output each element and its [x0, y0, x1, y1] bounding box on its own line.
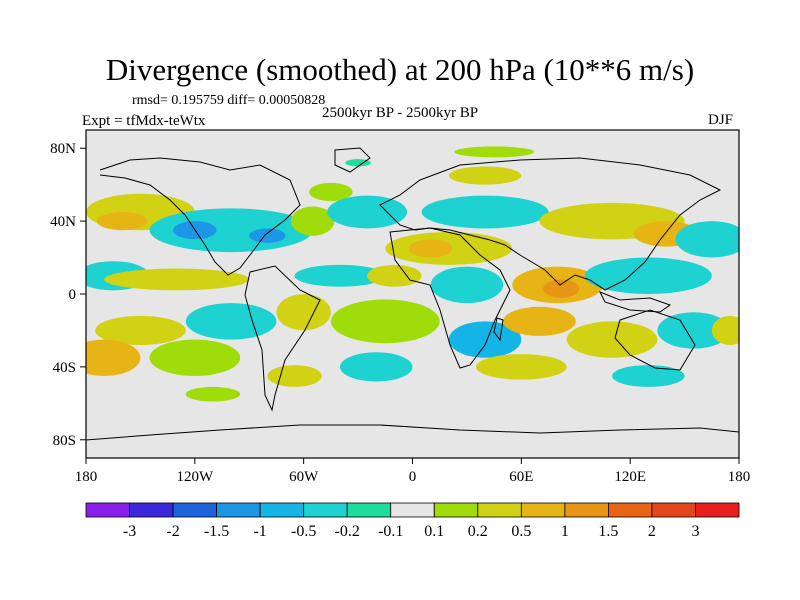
coastline-europe-asia — [379, 157, 722, 291]
period-text: 2500kyr BP - 2500kyr BP — [322, 105, 479, 121]
coastlines — [86, 147, 739, 441]
x-tick-label-3: 0 — [409, 469, 417, 485]
contour-region-11 — [421, 195, 549, 229]
contour-region-21 — [430, 266, 504, 304]
x-tick-label-5: 120E — [614, 469, 646, 485]
x-tick-label-1: 120W — [176, 469, 214, 485]
contour-region-16 — [675, 221, 739, 258]
colorbar: -3 -2 -1.5 -1 -0.5 -0.2 -0.1 0.1 0.2 0.5 1 1.5 2 3 — [85, 502, 740, 540]
contour-region-9 — [290, 206, 335, 236]
colorbar-label-2: -1.5 — [204, 523, 229, 540]
colorbar-label-9: 0.5 — [511, 523, 531, 540]
colorbar-swatch-11 — [564, 502, 609, 518]
contour-region-40 — [185, 386, 241, 402]
chart-title: Divergence (smoothed) at 200 hPa (10**6 … — [105, 52, 695, 87]
contour-region-32 — [657, 312, 730, 349]
colorbar-label-0: -3 — [123, 523, 136, 540]
colorbar-swatch-0 — [85, 502, 130, 518]
contour-region-29 — [448, 321, 522, 358]
contour-region-24 — [584, 257, 712, 294]
x-tick-label-6: 180 — [728, 469, 751, 485]
coastline-north-america — [99, 157, 301, 276]
contour-region-19 — [294, 264, 386, 287]
experiment-text: Expt = tfMdx-teWtx — [82, 113, 206, 129]
colorbar-swatch-13 — [651, 502, 696, 518]
colorbar-swatch-2 — [172, 502, 217, 518]
y-tick-label-3: 40S — [53, 360, 76, 376]
coastline-africa — [389, 227, 511, 369]
contour-region-25 — [95, 315, 186, 346]
contour-region-8 — [249, 228, 286, 243]
colorbar-swatch-5 — [303, 502, 348, 518]
contour-region-27 — [276, 294, 331, 331]
contour-region-1 — [345, 159, 371, 167]
colorbar-swatch-4 — [259, 502, 305, 518]
coastline-australia — [614, 309, 696, 371]
contour-region-20 — [367, 264, 422, 287]
y-tick-label-1: 40N — [50, 214, 76, 230]
coastline-antarctica — [86, 424, 739, 441]
contour-region-33 — [711, 315, 739, 346]
colorbar-swatch-9 — [477, 502, 522, 518]
colorbar-swatch-7 — [390, 502, 435, 518]
contour-region-0 — [454, 146, 535, 158]
plot-background — [86, 130, 739, 458]
y-axis: 80N 40N 0 40S 80S — [50, 141, 86, 449]
contour-region-39 — [612, 365, 685, 387]
colorbar-label-3: -1 — [253, 523, 266, 540]
season-text: DJF — [708, 112, 734, 128]
stats-text: rmsd= 0.195759 diff= 0.00050828 — [132, 93, 326, 108]
contour-region-10 — [327, 195, 408, 229]
coastline-madagascar — [493, 317, 504, 342]
colorbar-label-6: -0.1 — [378, 523, 403, 540]
contour-region-36 — [267, 365, 322, 387]
contour-region-2 — [309, 182, 353, 202]
colorbar-label-7: 0.1 — [424, 523, 444, 540]
contour-region-18 — [104, 268, 250, 291]
contour-region-35 — [149, 339, 241, 376]
contour-region-23 — [543, 279, 580, 298]
x-tick-label-2: 60W — [289, 469, 319, 485]
coastline-greenland — [334, 147, 371, 173]
colorbar-swatch-1 — [129, 502, 174, 518]
coastline-maritime — [598, 291, 672, 313]
colorbar-label-4: -0.5 — [291, 523, 316, 540]
colorbar-label-12: 2 — [648, 523, 656, 540]
colorbar-swatch-3 — [216, 502, 261, 518]
colorbar-swatch-12 — [608, 502, 653, 518]
contour-region-26 — [185, 303, 277, 340]
contour-region-5 — [96, 212, 148, 231]
contour-fields — [86, 146, 739, 402]
contour-region-30 — [503, 306, 576, 336]
x-tick-label-4: 60E — [509, 469, 533, 485]
contour-region-3 — [448, 166, 522, 185]
colorbar-label-8: 0.2 — [468, 523, 488, 540]
contour-region-34 — [86, 339, 141, 376]
y-tick-label-4: 80S — [53, 433, 76, 449]
y-tick-label-0: 80N — [50, 141, 76, 157]
x-tick-label-0: 180 — [75, 469, 98, 485]
coastline-south-america — [244, 265, 321, 412]
colorbar-swatch-10 — [520, 502, 566, 518]
colorbar-label-5: -0.2 — [335, 523, 360, 540]
contour-region-38 — [475, 354, 567, 380]
colorbar-label-10: 1 — [561, 523, 569, 540]
contour-region-31 — [566, 321, 658, 358]
colorbar-swatch-8 — [433, 502, 479, 518]
contour-region-37 — [339, 352, 413, 382]
colorbar-label-11: 1.5 — [598, 523, 618, 540]
colorbar-swatch-6 — [346, 502, 392, 518]
contour-region-13 — [408, 239, 453, 258]
colorbar-label-13: 3 — [691, 523, 699, 540]
colorbar-swatch-14 — [695, 502, 740, 518]
x-axis: 180 120W 60W 0 60E 120E 180 — [75, 458, 751, 485]
colorbar-label-1: -2 — [166, 523, 179, 540]
contour-region-28 — [330, 299, 440, 344]
y-tick-label-2: 0 — [69, 287, 77, 303]
